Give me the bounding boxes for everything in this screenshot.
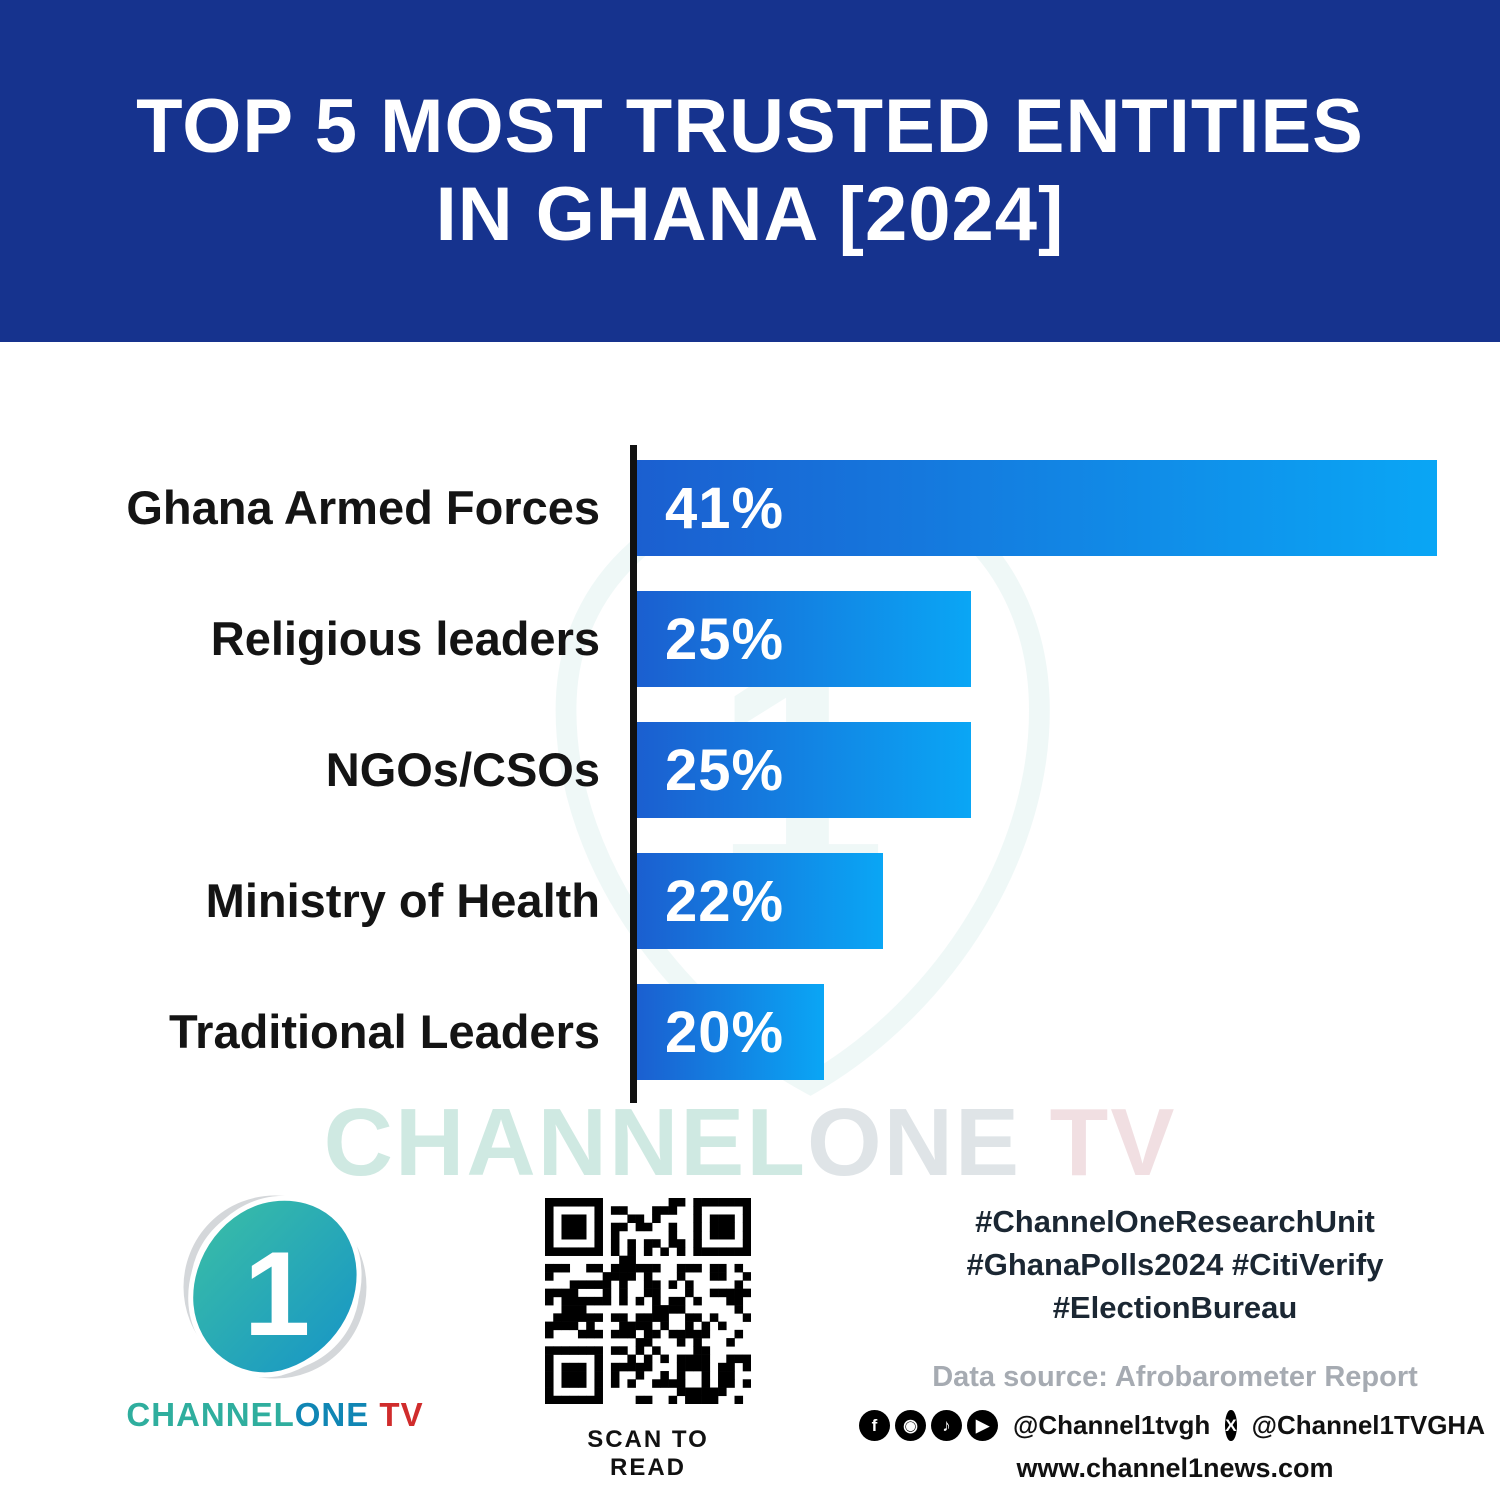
hashtags: #ChannelOneResearchUnit #GhanaPolls2024 …: [875, 1200, 1475, 1329]
page-title: TOP 5 MOST TRUSTED ENTITIES IN GHANA [20…: [136, 83, 1364, 259]
brand-part-one: ONE: [294, 1396, 370, 1433]
qr-caption: SCAN TO READ: [587, 1426, 709, 1481]
qr-block: SCAN TO READ: [545, 1198, 751, 1482]
footer-info-block: #ChannelOneResearchUnit #GhanaPolls2024 …: [859, 1200, 1485, 1484]
hashtag-line-2: #GhanaPolls2024 #CitiVerify: [966, 1247, 1384, 1282]
chart-row: NGOs/CSOs 25%: [0, 722, 1500, 818]
value-label: 22%: [665, 869, 785, 934]
category-label: Ministry of Health: [205, 874, 600, 927]
value-label: 25%: [665, 607, 785, 672]
value-label: 25%: [665, 738, 785, 803]
category-label: NGOs/CSOs: [325, 743, 600, 796]
bar: 25%: [637, 722, 971, 818]
category-label: Traditional Leaders: [169, 1005, 600, 1058]
chart-row: Religious leaders 25%: [0, 591, 1500, 687]
channelone-logo-block: 1 CHANNELONE TV: [120, 1185, 430, 1434]
hashtag-line-1: #ChannelOneResearchUnit: [975, 1204, 1375, 1239]
title-line-1: TOP 5 MOST TRUSTED ENTITIES: [136, 84, 1364, 169]
brand-wordmark: CHANNELONE TV: [120, 1396, 430, 1434]
facebook-icon: f: [859, 1410, 890, 1441]
bar: 20%: [637, 984, 824, 1080]
brand-part-tv: TV: [369, 1396, 424, 1433]
tiktok-icon: ♪: [931, 1410, 962, 1441]
chart-axis-line: [630, 445, 637, 1103]
youtube-icon: ▶: [967, 1410, 998, 1441]
logo-numeral: 1: [244, 1227, 311, 1361]
chart-row: Traditional Leaders 20%: [0, 984, 1500, 1080]
instagram-icon: ◉: [895, 1410, 926, 1441]
hashtag-line-3: #ElectionBureau: [1052, 1290, 1298, 1325]
bar: 25%: [637, 591, 971, 687]
social-row: f ◉ ♪ ▶ @Channel1tvgh X @Channel1TVGHA: [859, 1410, 1485, 1441]
social-handle-x[interactable]: @Channel1TVGHA: [1251, 1410, 1485, 1440]
watermark-part-2: ONE: [806, 1089, 1021, 1196]
chart-row: Ministry of Health 22%: [0, 853, 1500, 949]
watermark-part-3: TV: [1021, 1089, 1177, 1196]
qr-code: [545, 1198, 751, 1404]
title-banner: TOP 5 MOST TRUSTED ENTITIES IN GHANA [20…: [0, 0, 1500, 342]
chart-row: Ghana Armed Forces 41%: [0, 460, 1500, 556]
watermark-part-1: CHANNEL: [323, 1089, 807, 1196]
brand-part-channel: CHANNEL: [126, 1396, 295, 1433]
social-icons: f ◉ ♪ ▶: [859, 1410, 998, 1441]
title-line-2: IN GHANA [2024]: [435, 172, 1065, 257]
x-icon: X: [1225, 1410, 1237, 1441]
data-source-label: Data source: Afrobarometer Report: [932, 1361, 1418, 1393]
value-label: 41%: [665, 476, 785, 541]
social-handle-main[interactable]: @Channel1tvgh: [1013, 1410, 1211, 1440]
logo-pick-shape: [188, 1195, 362, 1378]
website-url[interactable]: www.channel1news.com: [1016, 1453, 1334, 1483]
category-label: Ghana Armed Forces: [126, 481, 600, 534]
value-label: 20%: [665, 1000, 785, 1065]
channelone-logo: 1: [183, 1195, 367, 1379]
bar-chart: Ghana Armed Forces 41% Religious leaders…: [0, 445, 1500, 1105]
bar: 41%: [637, 460, 1437, 556]
category-label: Religious leaders: [210, 612, 600, 665]
bar: 22%: [637, 853, 883, 949]
